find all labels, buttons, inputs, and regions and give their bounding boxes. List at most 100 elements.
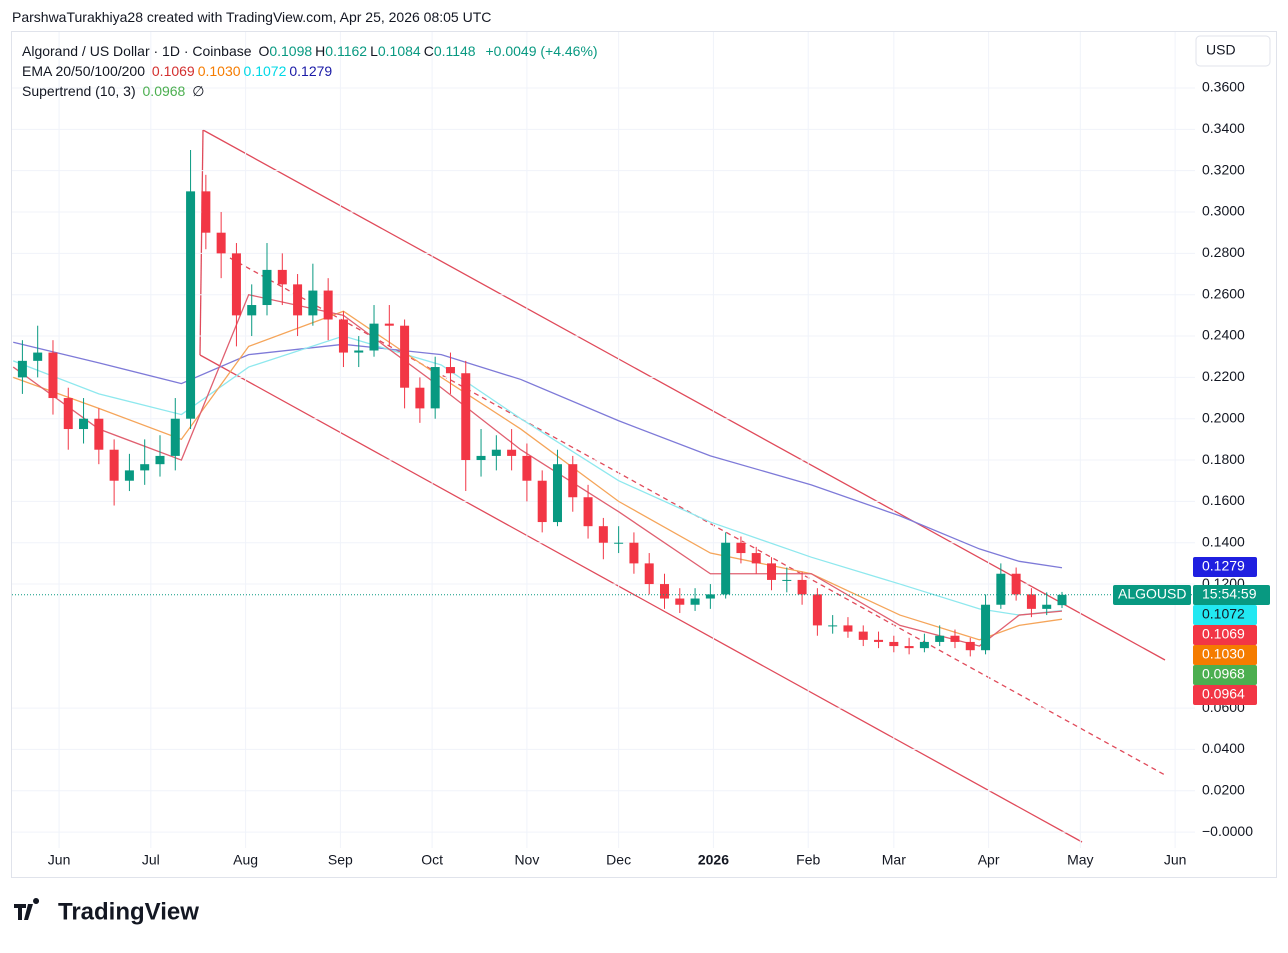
candle-body [659,584,669,599]
x-tick-label: Mar [882,852,906,868]
ema-value: 0.1069 [151,63,195,79]
price-badge-text: 0.1279 [1202,558,1245,574]
price-badge-text: 0.0968 [1202,666,1245,682]
y-tick-label: 0.1400 [1202,533,1245,549]
candle-body [782,579,792,581]
ohlc-key: L [370,43,378,59]
candle-body [935,635,945,642]
price-badge [1193,605,1257,625]
x-tick-label: Oct [421,852,443,868]
price-badge-text: 0.1069 [1202,626,1245,642]
candle-body [721,542,731,595]
candle-body [981,604,991,651]
price-badge [1193,557,1257,577]
candle-body [629,542,639,564]
y-tick-label: 0.0400 [1202,740,1245,756]
ema-line [13,341,1063,569]
legend-row: Supertrend (10, 3) 0.0968 ∅ [22,81,601,101]
candle-body [889,641,899,647]
candle-body [262,269,272,306]
x-tick-label: May [1067,852,1093,868]
candle-body [736,542,746,554]
candle-body [812,594,822,626]
legend-row: Algorand / US Dollar · 1D · Coinbase O0.… [22,41,601,61]
candle-body [797,579,807,595]
candle-body [675,598,685,605]
candle-body [338,319,348,353]
price-badge [1193,585,1270,605]
supertrend-label: Supertrend (10, 3) [22,83,136,99]
candle-body [705,594,715,599]
candle-body [950,635,960,642]
y-tick-label: 0.3400 [1202,120,1245,136]
candle-body [965,641,975,651]
candle-body [583,497,593,527]
symbol-badge [1113,585,1191,605]
candle-body [598,526,608,543]
candle-body [537,480,547,523]
x-tick-label: Nov [514,852,539,868]
y-tick-label: 0.0200 [1202,781,1245,797]
candle-body [170,418,180,456]
channel-upper [202,129,1166,661]
legend-row: EMA 20/50/100/200 0.1069 0.1030 0.1072 0.12… [22,61,601,81]
ohlc-key: C [423,43,434,59]
x-tick-label: Aug [233,852,258,868]
ema-value: 0.1030 [197,63,241,79]
x-tick-label: Dec [606,852,631,868]
countdown: 15:54:59 [1202,586,1257,602]
candle-body [201,191,211,233]
price-badge [1193,645,1257,665]
price-badge [1193,665,1257,685]
channel-lower [199,354,1083,843]
candle-body [445,367,455,374]
candle-body [1057,594,1067,606]
ema-line [12,335,1063,616]
candle-body [690,598,700,605]
candle-body [751,553,761,564]
candle-body [308,290,318,316]
ohlc: O0.1098 H0.1162 L0.1084 C0.1148 [258,43,478,59]
y-tick-label: 0.1800 [1202,451,1245,467]
ohlc-value: 0.1162 [325,43,368,59]
symbol-badge-text: ALGOUSD [1118,586,1186,602]
price-badge-text: 0.1030 [1202,646,1245,662]
ema-value: 0.1072 [243,63,287,79]
currency-box[interactable] [1195,35,1271,67]
y-tick-label: 0.3200 [1202,161,1245,177]
change: +0.0049 (+4.46%) [485,43,598,59]
ohlc-key: O [258,43,270,59]
candle-body [369,323,379,351]
candle-body [140,464,150,471]
candle-body [644,563,654,585]
candle-body [919,641,929,649]
x-tick-label: Jun [48,852,71,868]
ohlc-value: 0.1084 [377,43,421,59]
ema-value: 0.1279 [289,63,333,79]
candle-body [277,269,287,285]
candle-body [155,455,165,465]
ema-label: EMA 20/50/100/200 [22,63,145,79]
legend: Algorand / US Dollar · 1D · Coinbase O0.… [22,41,601,101]
ema-line [12,293,1063,647]
candle-body [507,449,517,456]
price-badge [1193,625,1257,645]
y-tick-label: 0.2400 [1202,327,1245,343]
ohlc-key: H [315,43,326,59]
y-tick-label: 0.2200 [1202,368,1245,384]
price-badge-text: 0.0964 [1202,686,1245,702]
candle-body [33,352,43,361]
y-tick-label: 0.3000 [1202,203,1245,219]
x-tick-label: 2026 [698,852,729,868]
candle-body [491,449,501,456]
candle-body [323,290,333,320]
supertrend-value: 0.0968 [142,83,186,99]
y-tick-label: −0.0000 [1202,823,1253,839]
candle-body [63,398,73,430]
candle-body [1011,573,1021,595]
candle-body [430,367,440,409]
ema-values: 0.1069 0.1030 0.1072 0.1279 [152,63,335,79]
candle-body [874,639,884,642]
symbol-title: Algorand / US Dollar · 1D · Coinbase [22,43,252,59]
